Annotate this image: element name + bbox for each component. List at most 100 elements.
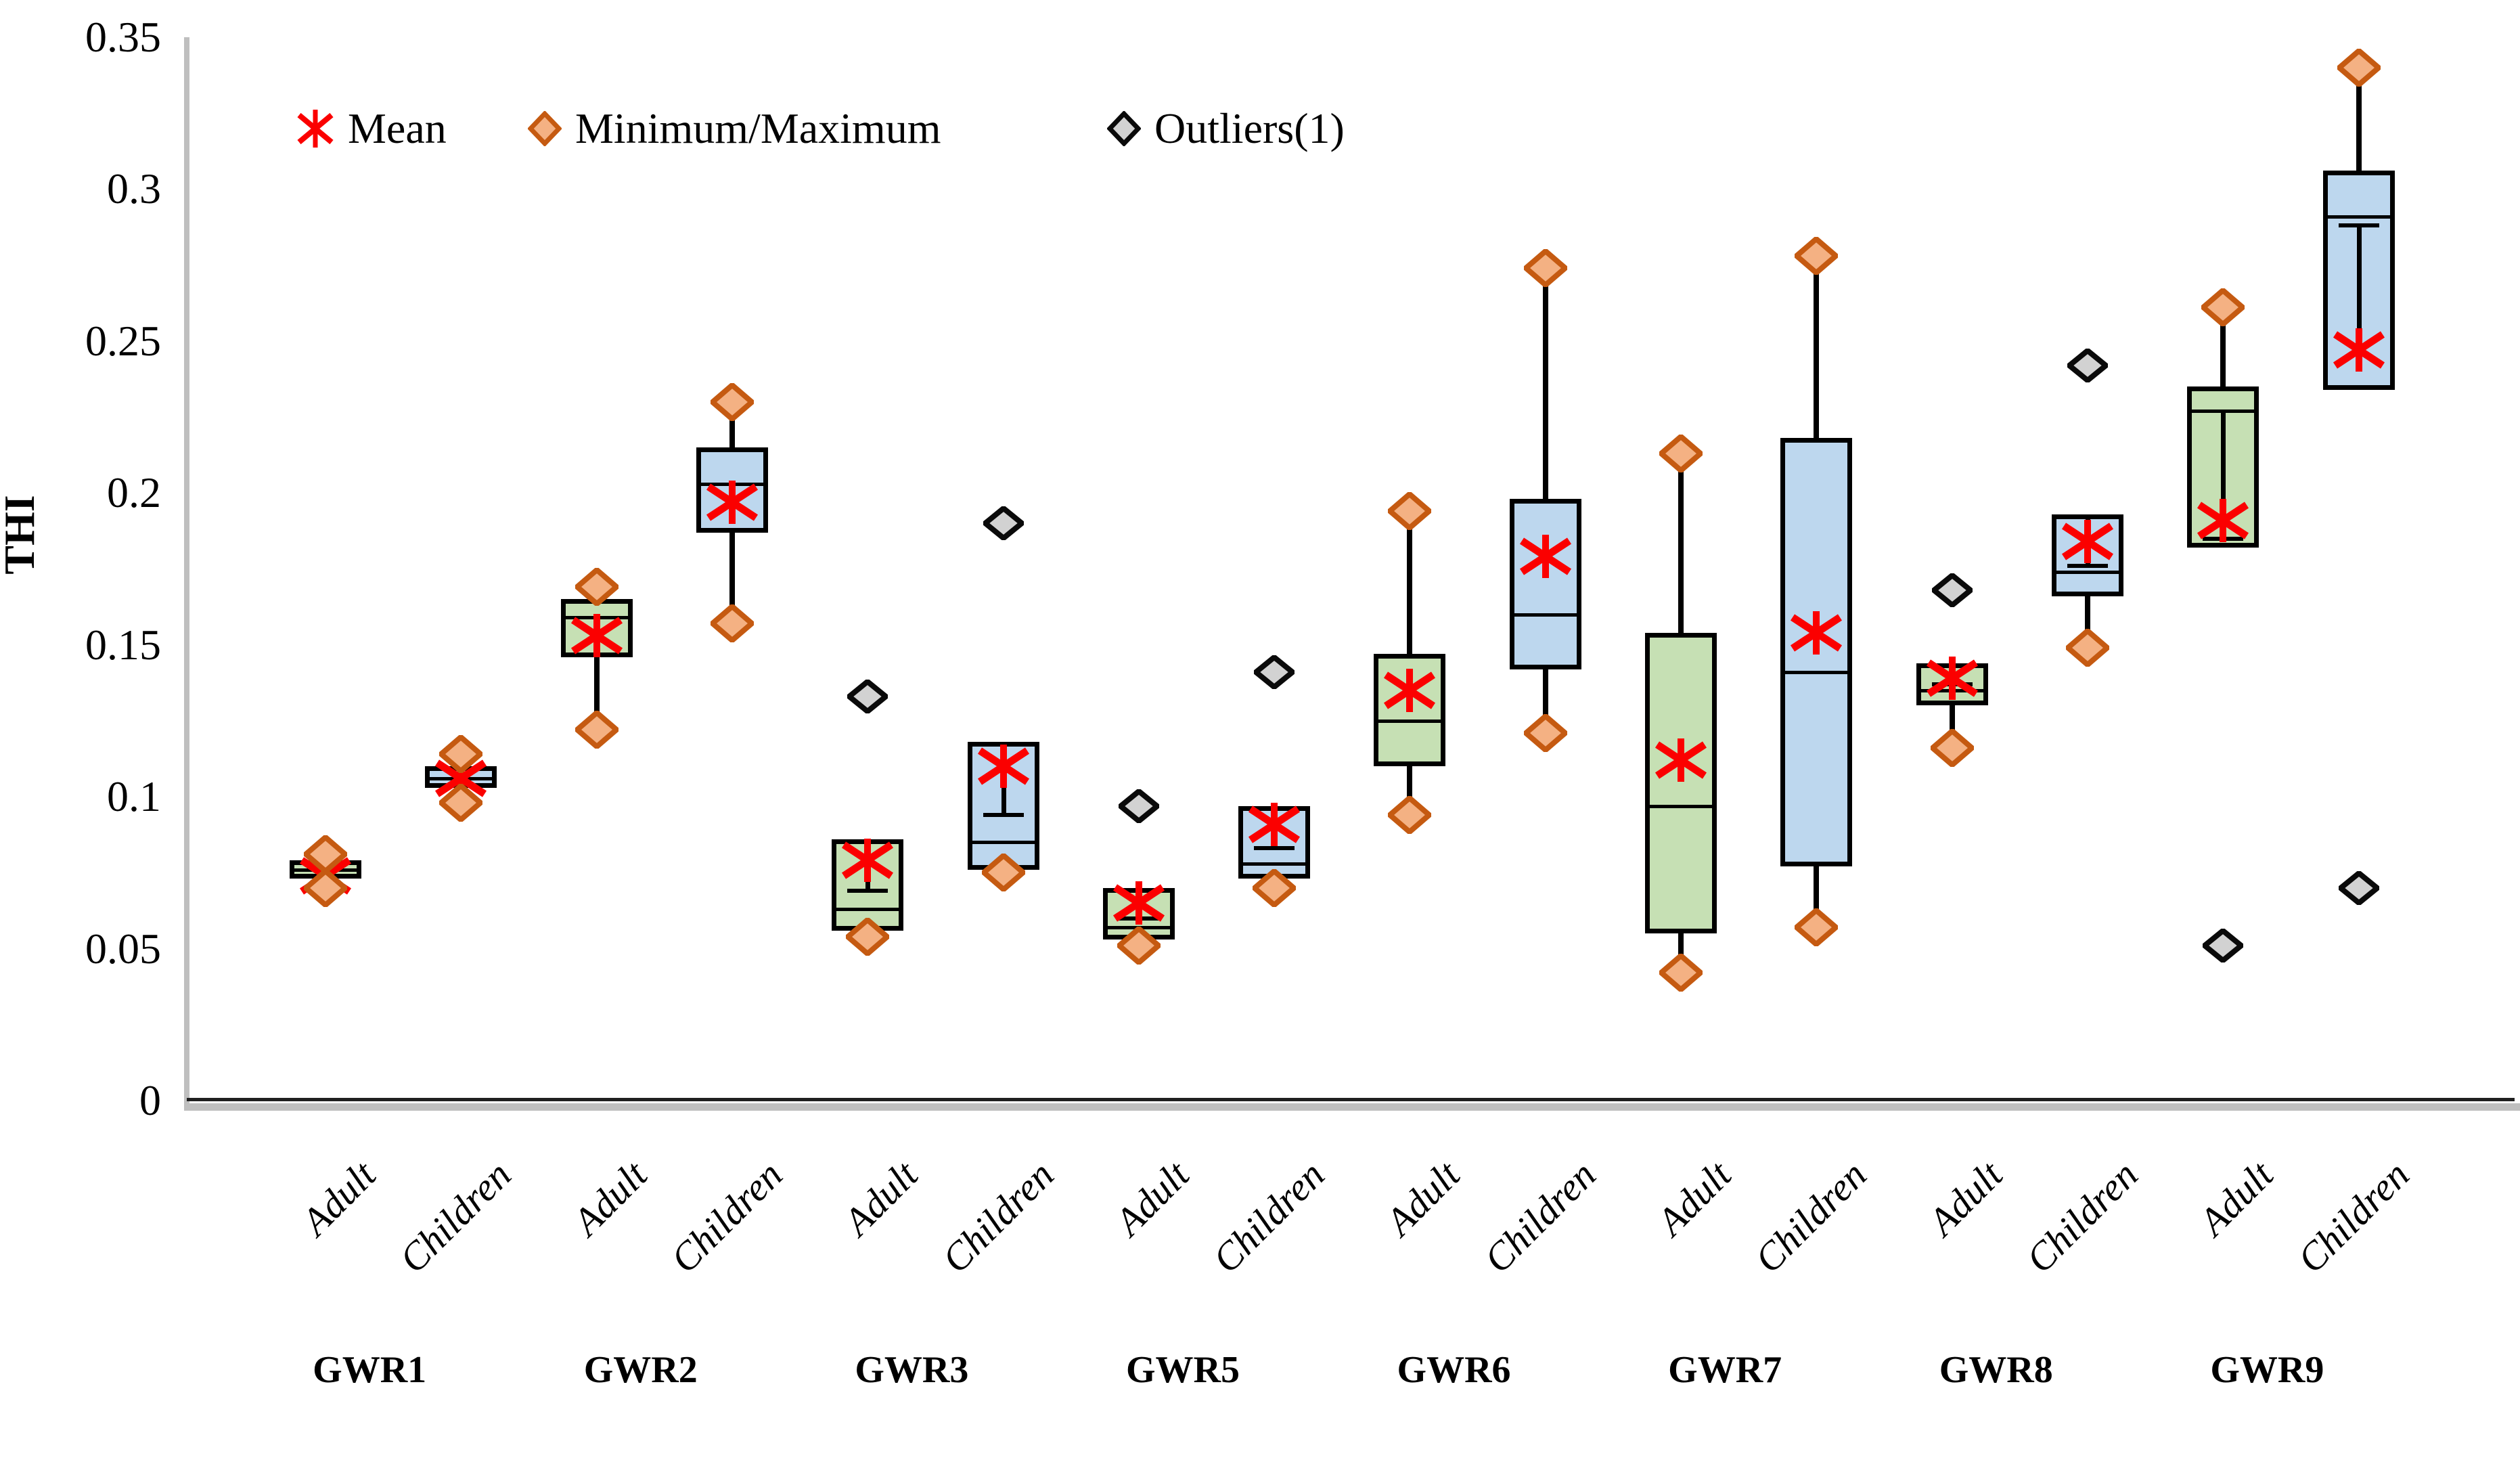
- y-tick-label: 0.05: [85, 924, 161, 973]
- max-diamond: [1523, 249, 1567, 287]
- legend-item-outliers: Outliers(1): [1107, 100, 1345, 157]
- mean-marker: [1382, 668, 1437, 713]
- x-group-label: GWR7: [1668, 1349, 1782, 1391]
- max-diamond: [2337, 48, 2381, 87]
- max-diamond: [1795, 237, 1839, 275]
- min-diamond: [304, 868, 347, 907]
- upper-whisker: [1407, 511, 1413, 655]
- y-tick-label: 0.25: [85, 316, 161, 365]
- outlier-diamond: [983, 506, 1024, 541]
- median-line: [1649, 804, 1713, 808]
- y-tick-label: 0: [139, 1076, 161, 1124]
- upper-whisker: [2220, 307, 2226, 387]
- outlier-diamond: [1254, 655, 1295, 690]
- upper-whisker: [729, 401, 735, 447]
- y-tick-label: 0.1: [107, 772, 161, 821]
- lower-whisker: [1678, 933, 1684, 973]
- mean-marker: [840, 838, 895, 883]
- mean-marker: [2332, 328, 2386, 372]
- outlier-diamond: [847, 679, 888, 713]
- inner-whisker-line: [2221, 410, 2226, 539]
- legend-label: Outliers(1): [1154, 104, 1345, 152]
- legend-label: Mean: [348, 104, 447, 152]
- lower-whisker: [2084, 596, 2090, 648]
- mean-marker: [1654, 738, 1708, 782]
- lower-whisker: [1949, 705, 1955, 749]
- upper-whisker: [1814, 256, 1820, 439]
- min-diamond: [1795, 908, 1839, 947]
- min-diamond: [1117, 927, 1161, 965]
- min-diamond: [1659, 954, 1703, 992]
- legend-item-mean: Mean: [296, 100, 447, 157]
- inner-whisker-cap: [2338, 223, 2379, 228]
- mean-marker: [1247, 802, 1301, 847]
- inner-whisker-cap: [1254, 846, 1295, 851]
- lower-whisker: [1407, 766, 1413, 816]
- outlier-diamond: [2338, 870, 2379, 905]
- mean-marker: [1518, 534, 1573, 579]
- inner-whisker-line: [2356, 225, 2362, 351]
- y-tick-label: 0.2: [107, 468, 161, 517]
- inner-whisker-cap: [2067, 563, 2108, 568]
- mean-marker: [1789, 611, 1843, 655]
- min-diamond: [1523, 713, 1567, 752]
- max-diamond: [439, 735, 483, 774]
- box-gwr7-adult: [1645, 632, 1717, 934]
- min-diamond: [2065, 629, 2109, 667]
- min-diamond: [575, 711, 618, 749]
- min-diamond: [1388, 796, 1432, 835]
- median-line: [971, 841, 1035, 845]
- x-group-label: GWR6: [1397, 1349, 1511, 1391]
- lower-whisker: [1542, 669, 1548, 733]
- mean-asterisk-icon: [296, 110, 334, 148]
- median-line: [2326, 215, 2391, 219]
- x-group-label: GWR1: [313, 1349, 427, 1391]
- median-line: [1513, 613, 1577, 617]
- mean-marker: [1112, 881, 1166, 925]
- max-diamond: [1388, 492, 1432, 531]
- mean-marker: [1925, 656, 1979, 701]
- median-line: [1378, 719, 1442, 723]
- mean-marker: [976, 744, 1031, 789]
- max-diamond: [1659, 434, 1703, 472]
- x-group-label: GWR8: [1939, 1349, 2053, 1391]
- max-diamond: [575, 568, 618, 606]
- max-diamond: [710, 382, 754, 421]
- x-group-label: GWR2: [583, 1349, 698, 1391]
- y-axis-line: [184, 37, 189, 1108]
- legend-label: Minimum/Maximum: [575, 104, 941, 152]
- outlier-diamond: [2203, 929, 2244, 963]
- upper-whisker: [2356, 67, 2362, 171]
- lower-whisker: [1814, 866, 1820, 928]
- lower-whisker: [593, 657, 600, 730]
- minmax-diamond-icon: [528, 111, 562, 146]
- x-group-label: GWR5: [1125, 1349, 1240, 1391]
- x-axis-line-dark: [187, 1098, 2515, 1101]
- x-group-label: GWR9: [2210, 1349, 2324, 1391]
- min-diamond: [710, 604, 754, 643]
- upper-whisker: [1678, 453, 1684, 633]
- min-diamond: [439, 784, 483, 822]
- max-diamond: [2201, 288, 2245, 327]
- outlier-diamond: [2067, 348, 2108, 382]
- lower-whisker: [729, 532, 735, 624]
- x-group-label: GWR3: [855, 1349, 969, 1391]
- mean-marker: [570, 613, 624, 658]
- median-line: [836, 908, 900, 912]
- median-line: [2055, 570, 2119, 574]
- outlier-diamond: [1118, 789, 1159, 823]
- min-diamond: [1253, 868, 1297, 907]
- mean-marker: [2196, 498, 2250, 543]
- legend-item-minmax: Minimum/Maximum: [528, 100, 941, 157]
- median-line: [1242, 862, 1307, 866]
- inner-whisker-cap: [983, 813, 1024, 818]
- min-diamond: [1930, 729, 1974, 768]
- min-diamond: [981, 854, 1025, 892]
- mean-marker: [2061, 519, 2115, 564]
- outlier-diamond-icon: [1107, 111, 1141, 146]
- outlier-diamond: [1931, 573, 1973, 607]
- min-diamond: [846, 917, 890, 956]
- upper-whisker: [1542, 268, 1548, 500]
- inner-whisker-cap: [847, 889, 888, 893]
